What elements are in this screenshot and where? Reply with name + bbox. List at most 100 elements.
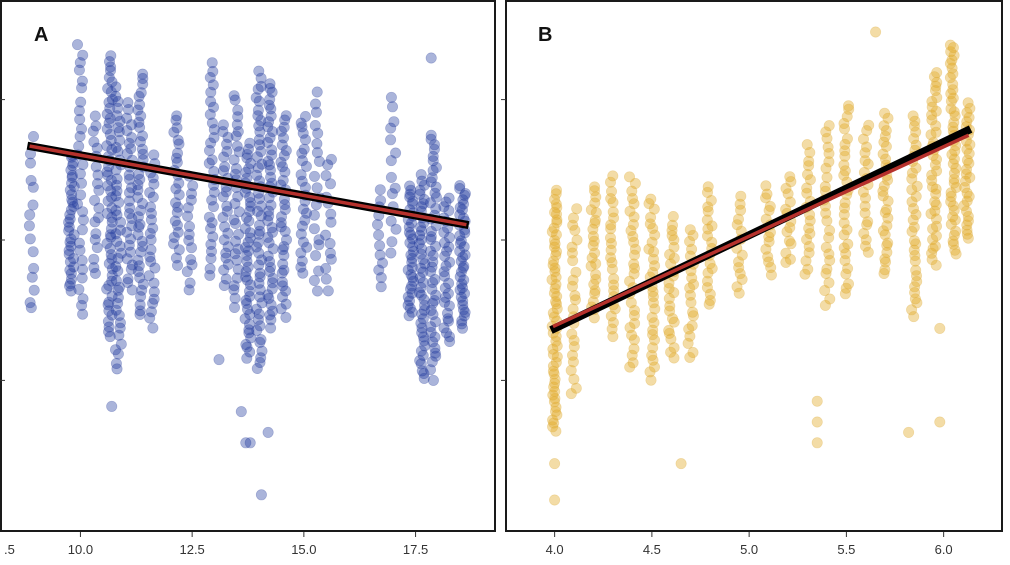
panel-b-point — [571, 234, 583, 246]
panel-a-point — [170, 197, 182, 209]
panel-a-point — [310, 250, 322, 262]
panel-a-point — [244, 191, 256, 203]
panel-b-point — [628, 258, 640, 270]
panel-a-point — [443, 205, 455, 217]
panel-a-point — [101, 123, 113, 135]
panel-b-point — [548, 381, 560, 393]
panel-b-point — [949, 214, 961, 226]
panel-a-point — [263, 99, 275, 111]
panel-b-point — [570, 382, 582, 394]
panel-b-point — [590, 207, 602, 219]
panel-a-point — [89, 234, 101, 246]
panel-b-point — [683, 323, 695, 335]
panel-a-point — [137, 148, 149, 160]
panel-b-point — [733, 256, 745, 268]
panel-a-point — [64, 264, 76, 276]
panel-b-point — [605, 185, 617, 197]
panel-b-point — [859, 192, 871, 204]
panel-a-point — [137, 278, 149, 290]
panel-a-point — [111, 363, 123, 375]
panel-b-point — [647, 291, 659, 303]
panel-b-point — [629, 243, 641, 255]
panel-a-point — [114, 240, 126, 252]
panel-b-point — [550, 229, 562, 241]
panel-b-point — [945, 187, 957, 199]
panel-a-point — [111, 173, 123, 185]
panel-a-point — [418, 179, 430, 191]
panel-a-point — [254, 284, 266, 296]
panel-b-point — [878, 180, 890, 192]
panel-a-point — [126, 119, 138, 131]
panel-a-point — [132, 191, 144, 203]
panel-b-point — [947, 68, 959, 80]
panel-a-point — [280, 285, 292, 297]
panel-b-point — [546, 274, 558, 286]
panel-a-point — [75, 96, 87, 108]
panel-b-x-tick-label: 5.0 — [740, 542, 758, 557]
panel-b-point — [627, 357, 639, 369]
panel-a-point — [243, 327, 255, 339]
panel-b-point — [566, 349, 578, 361]
panel-b-point — [569, 294, 581, 306]
panel-a-point — [438, 237, 450, 249]
panel-b-point — [551, 351, 563, 363]
panel-a-point — [186, 242, 198, 254]
panel-a-point — [295, 228, 307, 240]
panel-b-point — [763, 236, 775, 248]
panel-b-point — [803, 247, 815, 259]
panel-a-point — [374, 249, 386, 261]
panel-b-outlier-point — [934, 416, 946, 428]
panel-b-point — [803, 155, 815, 167]
panel-a-point — [389, 182, 401, 194]
panel-a-point — [407, 272, 419, 284]
panel-b-point — [926, 169, 938, 181]
panel-b-point — [625, 297, 637, 309]
panel-a-point — [65, 233, 77, 245]
panel-a-point — [220, 252, 232, 264]
panel-b-point — [668, 316, 680, 328]
panel-a-point — [458, 287, 470, 299]
panel-a-point — [245, 200, 257, 212]
panel-b-point — [605, 193, 617, 205]
panel-b-point — [686, 320, 698, 332]
panel-a-point — [297, 236, 309, 248]
panel-b-point — [567, 212, 579, 224]
panel-b-point — [645, 211, 657, 223]
panel-a-point — [438, 266, 450, 278]
panel-a-point — [232, 243, 244, 255]
panel-a-point — [311, 147, 323, 159]
panel-a: .5 10.0 12.5 15.0 17.5 A — [0, 0, 496, 557]
panel-b-point — [686, 243, 698, 255]
panel-b-point — [964, 172, 976, 184]
panel-a-point — [110, 357, 122, 369]
panel-a-point — [457, 299, 469, 311]
panel-a-point — [68, 201, 80, 213]
panel-a-point — [264, 132, 276, 144]
panel-a-point — [205, 238, 217, 250]
panel-b-point — [664, 305, 676, 317]
panel-b-point — [879, 107, 891, 119]
panel-a-point — [206, 117, 218, 129]
panel-a-point — [101, 166, 113, 178]
panel-b-point — [549, 206, 561, 218]
panel-b-point — [961, 228, 973, 240]
panel-b-point — [604, 176, 616, 188]
panel-a-point — [322, 285, 334, 297]
panel-a-point — [93, 184, 105, 196]
panel-a-point — [172, 259, 184, 271]
panel-a-point — [112, 265, 124, 277]
panel-a-point — [418, 304, 430, 316]
panel-b-point — [909, 115, 921, 127]
panel-b-point — [946, 62, 958, 74]
panel-b-point — [647, 342, 659, 354]
panel-a-point — [124, 202, 136, 214]
panel-a-point — [442, 313, 454, 325]
panel-a-point — [375, 195, 387, 207]
panel-b-point — [566, 247, 578, 259]
panel-a-point — [416, 327, 428, 339]
panel-a-point — [77, 206, 89, 218]
panel-b-point — [571, 203, 583, 215]
panel-b-point — [550, 246, 562, 258]
panel-b-point — [590, 191, 602, 203]
panel-a-point — [231, 119, 243, 131]
